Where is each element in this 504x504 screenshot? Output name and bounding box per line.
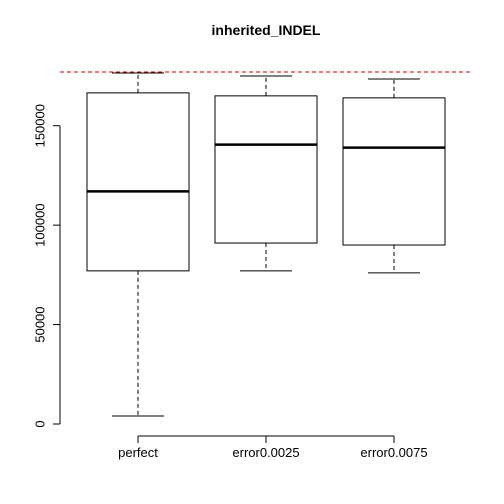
y-tick-label: 100000 [32, 203, 47, 246]
box [86, 92, 190, 272]
box [214, 95, 318, 244]
x-tick-label: error0.0075 [360, 445, 427, 460]
y-tick-label: 50000 [32, 306, 47, 342]
plot-area: 0 50000 100000 150000 perfect error0.0025 erro… [32, 71, 472, 460]
y-tick-label: 150000 [32, 104, 47, 147]
x-tick-label: perfect [118, 445, 158, 460]
x-tick-label: error0.0025 [232, 445, 299, 460]
box [342, 97, 446, 246]
chart-title: inherited_INDEL [212, 22, 321, 38]
y-tick-label: 0 [32, 420, 47, 427]
